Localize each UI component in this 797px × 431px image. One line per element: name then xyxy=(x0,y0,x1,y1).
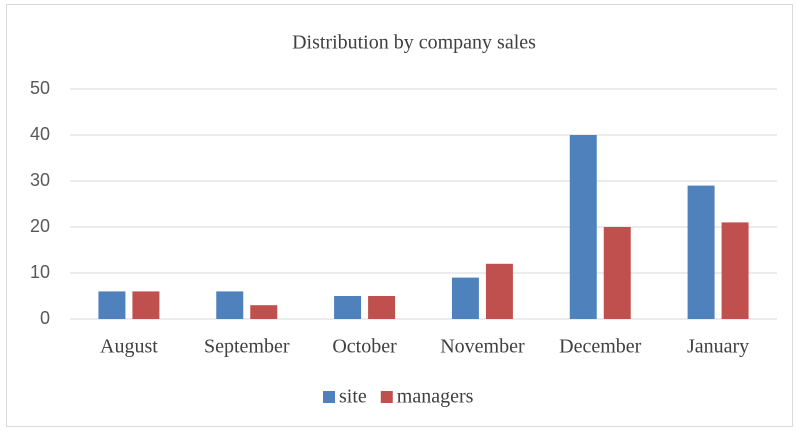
bar xyxy=(569,135,597,319)
y-tick-label: 10 xyxy=(30,262,50,282)
x-tick-label: December xyxy=(559,336,642,358)
bar xyxy=(687,185,715,319)
x-tick-label: September xyxy=(204,336,290,358)
bar xyxy=(721,222,749,319)
x-tick-label: November xyxy=(440,336,525,358)
chart-border xyxy=(6,4,793,427)
legend-label: site xyxy=(339,386,367,408)
bar xyxy=(485,263,513,319)
y-tick-label: 20 xyxy=(30,216,50,236)
bar xyxy=(368,296,396,319)
legend-swatch xyxy=(380,391,393,403)
chart-title: Distribution by company sales xyxy=(292,32,536,54)
bar xyxy=(132,291,160,319)
bar xyxy=(216,291,244,319)
x-tick-label: August xyxy=(100,336,158,358)
bar xyxy=(603,227,631,319)
bar xyxy=(451,277,479,319)
y-tick-label: 30 xyxy=(30,170,50,190)
bar xyxy=(334,296,362,319)
bar xyxy=(98,291,126,319)
legend-swatch xyxy=(323,391,335,403)
bar xyxy=(250,305,278,319)
y-tick-label: 0 xyxy=(40,308,50,328)
legend-label: managers xyxy=(397,386,474,408)
y-tick-label: 50 xyxy=(30,78,50,98)
x-tick-label: October xyxy=(332,336,397,358)
y-tick-label: 40 xyxy=(30,124,50,144)
x-tick-label: January xyxy=(687,336,749,358)
